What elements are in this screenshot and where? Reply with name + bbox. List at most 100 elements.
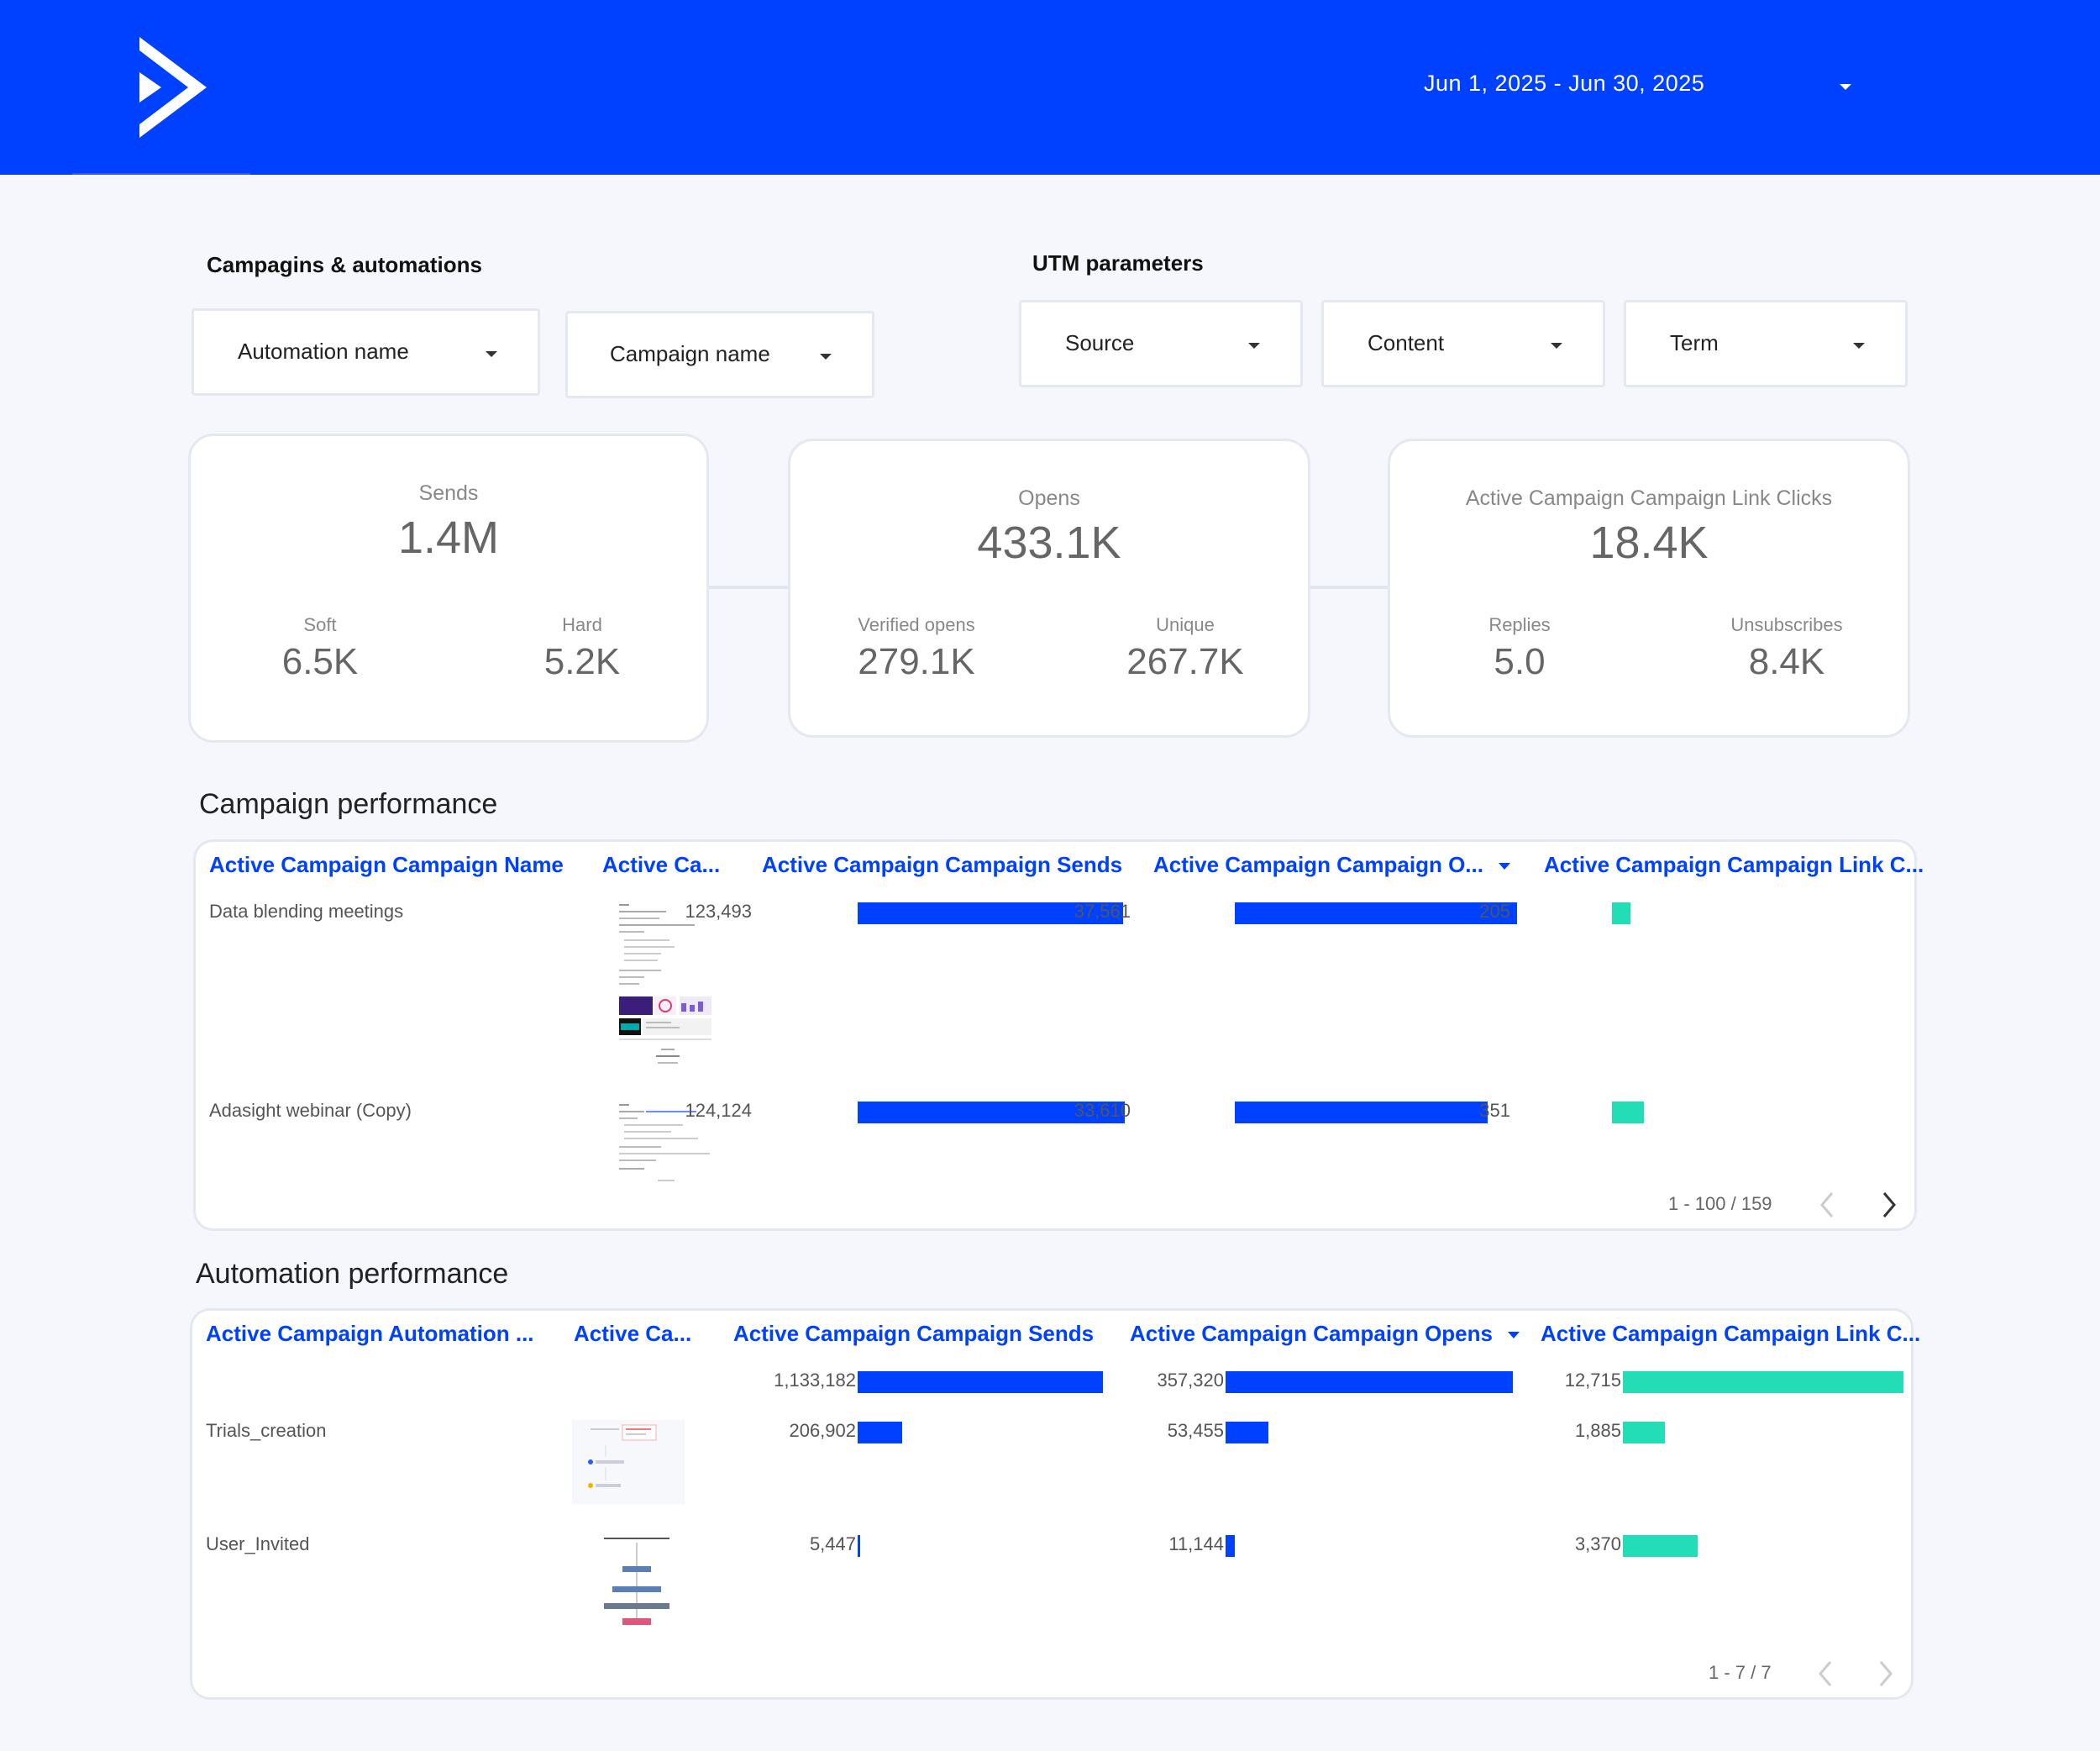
table-cell-clicks-value: 351 — [1479, 1100, 1510, 1121]
date-range-label: Jun 1, 2025 - Jun 30, 2025 — [1424, 71, 1705, 96]
kpi-sub-value: 5.0 — [1494, 641, 1546, 682]
term-label: Term — [1670, 330, 1719, 355]
source-label: Source — [1065, 330, 1135, 355]
column-header-sends[interactable]: Active Campaign Campaign Sends — [733, 1321, 1095, 1346]
sort-desc-icon — [1498, 863, 1510, 870]
table-row-campaign-name: Data blending meetings — [209, 901, 404, 922]
term-dropdown[interactable]: Term — [1624, 300, 1908, 387]
kpi-sub-verified-opens: Verified opens 279.1K — [790, 614, 1042, 683]
sort-desc-icon — [1507, 1332, 1520, 1339]
source-dropdown[interactable]: Source — [1019, 300, 1303, 387]
table-row-automation-name: Trials_creation — [206, 1420, 327, 1441]
table-cell-sends-value: 124,124 — [685, 1100, 752, 1121]
utm-filters-title: UTM parameters — [1032, 250, 1204, 276]
column-header-link-clicks[interactable]: Active Campaign Campaign Link C... — [1544, 852, 1924, 877]
kpi-value: 1.4M — [397, 513, 500, 563]
campaign-name-dropdown[interactable]: Campaign name — [565, 311, 874, 398]
table-cell-opens-bar — [1235, 1102, 1488, 1123]
previous-page-button[interactable] — [1814, 1657, 1839, 1691]
table-cell-opens-value: 11,144 — [1168, 1533, 1224, 1554]
automation-performance-table: Active Campaign Automation ... Active Ca… — [190, 1308, 1920, 1700]
kpi-sub-replies: Replies 5.0 — [1394, 614, 1646, 683]
chevron-right-icon — [1879, 1661, 1893, 1686]
column-header-sends[interactable]: Active Campaign Campaign Sends — [762, 852, 1123, 877]
table-cell-clicks-value: 1,885 — [1574, 1420, 1621, 1441]
column-header-link-clicks[interactable]: Active Campaign Campaign Link C... — [1541, 1321, 1921, 1346]
column-header-opens-label: Active Campaign Campaign O... — [1153, 852, 1483, 877]
kpi-sub-soft: Soft 6.5K — [194, 614, 446, 683]
pagination-label: 1 - 7 / 7 — [1709, 1662, 1772, 1683]
kpi-sub-value: 5.2K — [543, 641, 621, 682]
sends-kpi-card: Sends 1.4M Soft 6.5K Hard 5.2K — [188, 434, 709, 743]
automation-thumbnail-image[interactable] — [572, 1420, 685, 1504]
kpi-sub-title: Soft — [303, 614, 337, 635]
kpi-value: 18.4K — [1589, 518, 1709, 568]
next-page-button[interactable] — [1876, 1188, 1901, 1222]
table-cell-sends-bar — [858, 1422, 902, 1443]
campaign-performance-table: Active Campaign Campaign Name Active Ca.… — [193, 839, 1924, 1231]
table-row-automation-name: User_Invited — [206, 1533, 310, 1554]
kpi-sub-title: Hard — [562, 614, 602, 635]
kpi-sub-value: 267.7K — [1126, 641, 1244, 682]
chevron-down-icon — [1853, 343, 1865, 349]
date-range-picker[interactable]: Jun 1, 2025 - Jun 30, 2025 — [1361, 52, 1865, 119]
chevron-left-icon — [1819, 1661, 1832, 1686]
email-preview-image — [619, 904, 711, 1064]
column-header-opens[interactable]: Active Campaign Campaign Opens — [1130, 1321, 1520, 1347]
table-cell-opens-bar — [1226, 1422, 1268, 1443]
automation-performance-title: Automation performance — [196, 1258, 509, 1290]
table-cell-clicks-value: 3,370 — [1574, 1533, 1621, 1554]
column-header-thumbnail[interactable]: Active Ca... — [574, 1321, 692, 1346]
table-cell-opens-value: 33,610 — [1074, 1100, 1131, 1121]
table-cell-sends-bar — [858, 1371, 1103, 1393]
table-cell-opens-bar — [1226, 1535, 1235, 1557]
kpi-value: 433.1K — [977, 518, 1121, 568]
next-page-button[interactable] — [1872, 1657, 1898, 1691]
table-cell-opens-bar — [1235, 902, 1517, 924]
automation-name-dropdown[interactable]: Automation name — [192, 308, 540, 396]
kpi-title: Active Campaign Campaign Link Clicks — [1465, 486, 1833, 510]
email-thumbnail-image[interactable] — [616, 1102, 715, 1185]
kpi-title: Opens — [1018, 486, 1080, 510]
kpi-sub-title: Unsubscribes — [1730, 614, 1843, 635]
table-cell-clicks-bar — [1612, 1102, 1644, 1123]
table-cell-sends-bar — [858, 1102, 1125, 1123]
column-header-campaign-name[interactable]: Active Campaign Campaign Name — [209, 852, 564, 877]
column-header-automation-name[interactable]: Active Campaign Automation ... — [206, 1321, 534, 1346]
chevron-down-icon — [820, 354, 832, 360]
table-cell-clicks-bar — [1612, 902, 1630, 924]
table-cell-clicks-value: 205 — [1479, 901, 1510, 922]
table-cell-opens-value: 37,561 — [1074, 901, 1131, 922]
previous-page-button[interactable] — [1815, 1188, 1840, 1222]
chevron-down-icon — [1840, 84, 1851, 90]
chevron-right-icon — [1882, 1192, 1896, 1217]
activecampaign-logo — [72, 0, 250, 175]
kpi-title: Sends — [418, 481, 479, 505]
content-dropdown[interactable]: Content — [1321, 300, 1605, 387]
kpi-sub-value: 6.5K — [281, 641, 359, 682]
column-header-opens[interactable]: Active Campaign Campaign O... — [1153, 852, 1510, 878]
kpi-sub-value: 8.4K — [1748, 641, 1825, 682]
table-cell-sends-value: 1,133,182 — [774, 1370, 856, 1391]
automation-name-label: Automation name — [238, 339, 409, 364]
automation-thumbnail-image[interactable] — [601, 1536, 673, 1628]
clicks-kpi-card: Active Campaign Campaign Link Clicks 18.… — [1388, 439, 1910, 738]
table-cell-clicks-bar — [1623, 1535, 1698, 1557]
table-cell-clicks-bar — [1623, 1371, 1903, 1393]
content-label: Content — [1368, 330, 1445, 355]
column-header-thumbnail[interactable]: Active Ca... — [602, 852, 721, 877]
opens-kpi-card: Opens 433.1K Verified opens 279.1K Uniqu… — [788, 439, 1310, 738]
kpi-sub-hard: Hard 5.2K — [456, 614, 708, 683]
kpi-sub-unsubscribes: Unsubscribes 8.4K — [1661, 614, 1913, 683]
email-thumbnail-image[interactable] — [616, 902, 715, 1070]
table-cell-sends-value: 5,447 — [809, 1533, 856, 1554]
automation-preview-image — [604, 1538, 669, 1625]
chevron-down-icon — [1551, 343, 1562, 349]
table-cell-clicks-bar — [1623, 1422, 1665, 1443]
table-cell-sends-value: 206,902 — [789, 1420, 856, 1441]
campaign-performance-title: Campaign performance — [199, 788, 498, 820]
campaigns-filters-title: Campagins & automations — [207, 252, 482, 277]
logo-arrow-icon — [139, 37, 207, 138]
table-cell-sends-bar — [858, 902, 1123, 924]
table-cell-sends-bar — [858, 1535, 860, 1557]
